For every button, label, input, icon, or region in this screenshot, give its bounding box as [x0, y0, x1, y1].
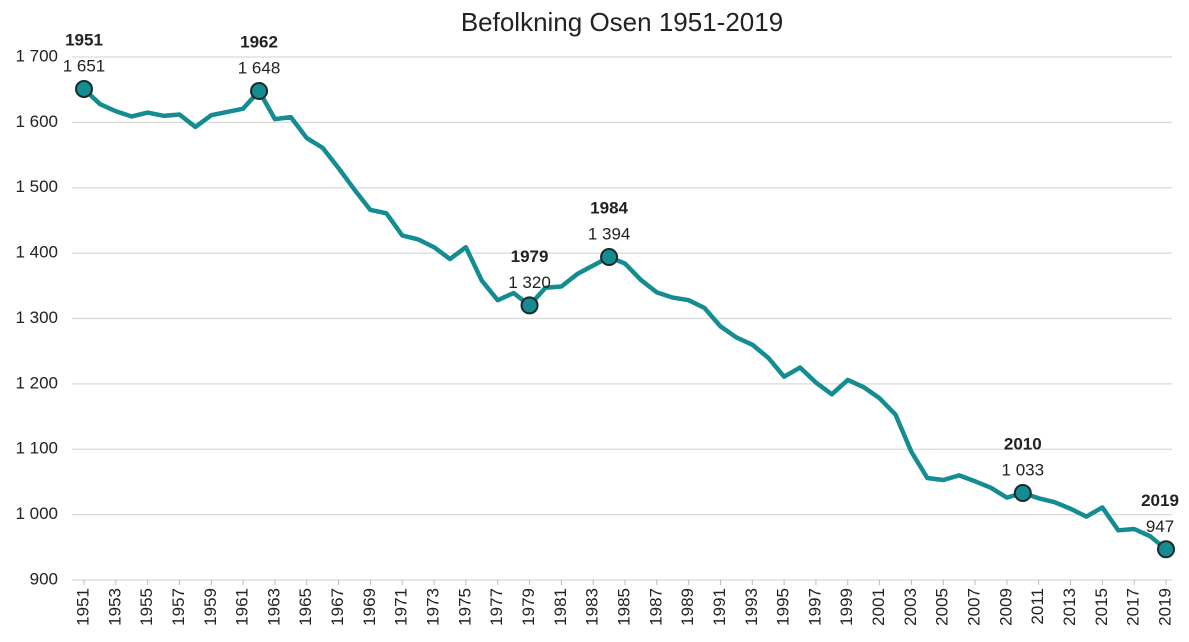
highlight-marker	[600, 248, 619, 267]
x-tick-label: 1959	[201, 588, 220, 626]
annotation-year: 1951	[65, 31, 103, 50]
x-tick-label: 1991	[710, 588, 729, 626]
line	[82, 87, 1168, 552]
x-tick-label: 1997	[805, 588, 824, 626]
x-tick-label: 1987	[646, 588, 665, 626]
chart-title: Befolkning Osen 1951-2019	[461, 7, 783, 37]
x-tick-label: 1969	[360, 588, 379, 626]
highlight-marker	[75, 80, 93, 99]
x-tick-label: 2017	[1124, 588, 1143, 626]
x-tick-label: 1979	[519, 588, 538, 626]
annotation-value: 1 394	[588, 225, 631, 244]
x-tick-label: 2013	[1060, 588, 1079, 626]
x-tick-label: 1993	[742, 588, 761, 626]
x-tick-label: 1953	[105, 588, 124, 626]
annotation-value: 1 648	[238, 58, 281, 77]
annotation-year: 1984	[590, 199, 628, 218]
x-tick-label: 1985	[614, 588, 633, 626]
x-tick-label: 1989	[678, 588, 697, 626]
x-tick-label: 1967	[328, 588, 347, 626]
x-tick-label: 1965	[296, 588, 315, 626]
x-tick-label: 1999	[837, 588, 856, 626]
x-tick-label: 2019	[1155, 588, 1174, 626]
y-tick-label: 1 100	[15, 439, 58, 458]
y-tick-label: 1 400	[15, 243, 58, 262]
x-tick-label: 1955	[137, 588, 156, 626]
x-tick-label: 2007	[965, 588, 984, 626]
x-tick-label: 2005	[933, 588, 952, 626]
x-tick-label: 1971	[392, 588, 411, 626]
x-tick-label: 2003	[901, 588, 920, 626]
x-tick-label: 1963	[264, 588, 283, 626]
y-tick-label: 1 500	[15, 177, 58, 196]
annotation-value: 1 651	[63, 57, 106, 76]
x-tick-label: 1957	[169, 588, 188, 626]
x-tick-label: 1977	[487, 588, 506, 626]
x-tick-label: 1961	[233, 588, 252, 626]
highlight-marker	[1013, 484, 1032, 503]
highlight-marker	[1157, 540, 1175, 559]
highlight-marker	[520, 296, 539, 315]
x-tick-label: 2015	[1092, 588, 1111, 626]
y-tick-label: 1 200	[15, 373, 58, 392]
annotation-year: 1962	[240, 32, 278, 51]
x-tick-label: 1981	[551, 588, 570, 626]
y-tick-label: 1 700	[15, 46, 58, 65]
x-tick-label: 1975	[455, 588, 474, 626]
x-tick-label: 1951	[73, 588, 92, 626]
annotation-year: 2010	[1004, 435, 1042, 454]
annotation-value: 1 033	[1002, 461, 1045, 480]
annotation-value: 947	[1146, 517, 1174, 536]
annotation-year: 2019	[1141, 491, 1179, 510]
y-tick-label: 900	[30, 569, 58, 588]
y-tick-label: 1 300	[15, 308, 58, 327]
annotation-year: 1979	[511, 247, 549, 266]
highlight-marker	[250, 81, 269, 100]
x-tick-label: 2011	[1028, 588, 1047, 625]
y-tick-label: 1 600	[15, 112, 58, 131]
y-tick-label: 1 000	[15, 504, 58, 523]
x-tick-label: 2001	[869, 588, 888, 626]
x-tick-label: 2009	[996, 588, 1015, 626]
annotation-value: 1 320	[508, 273, 551, 292]
x-tick-label: 1973	[424, 588, 443, 626]
x-tick-label: 1995	[774, 588, 793, 626]
x-tick-label: 1983	[583, 588, 602, 626]
